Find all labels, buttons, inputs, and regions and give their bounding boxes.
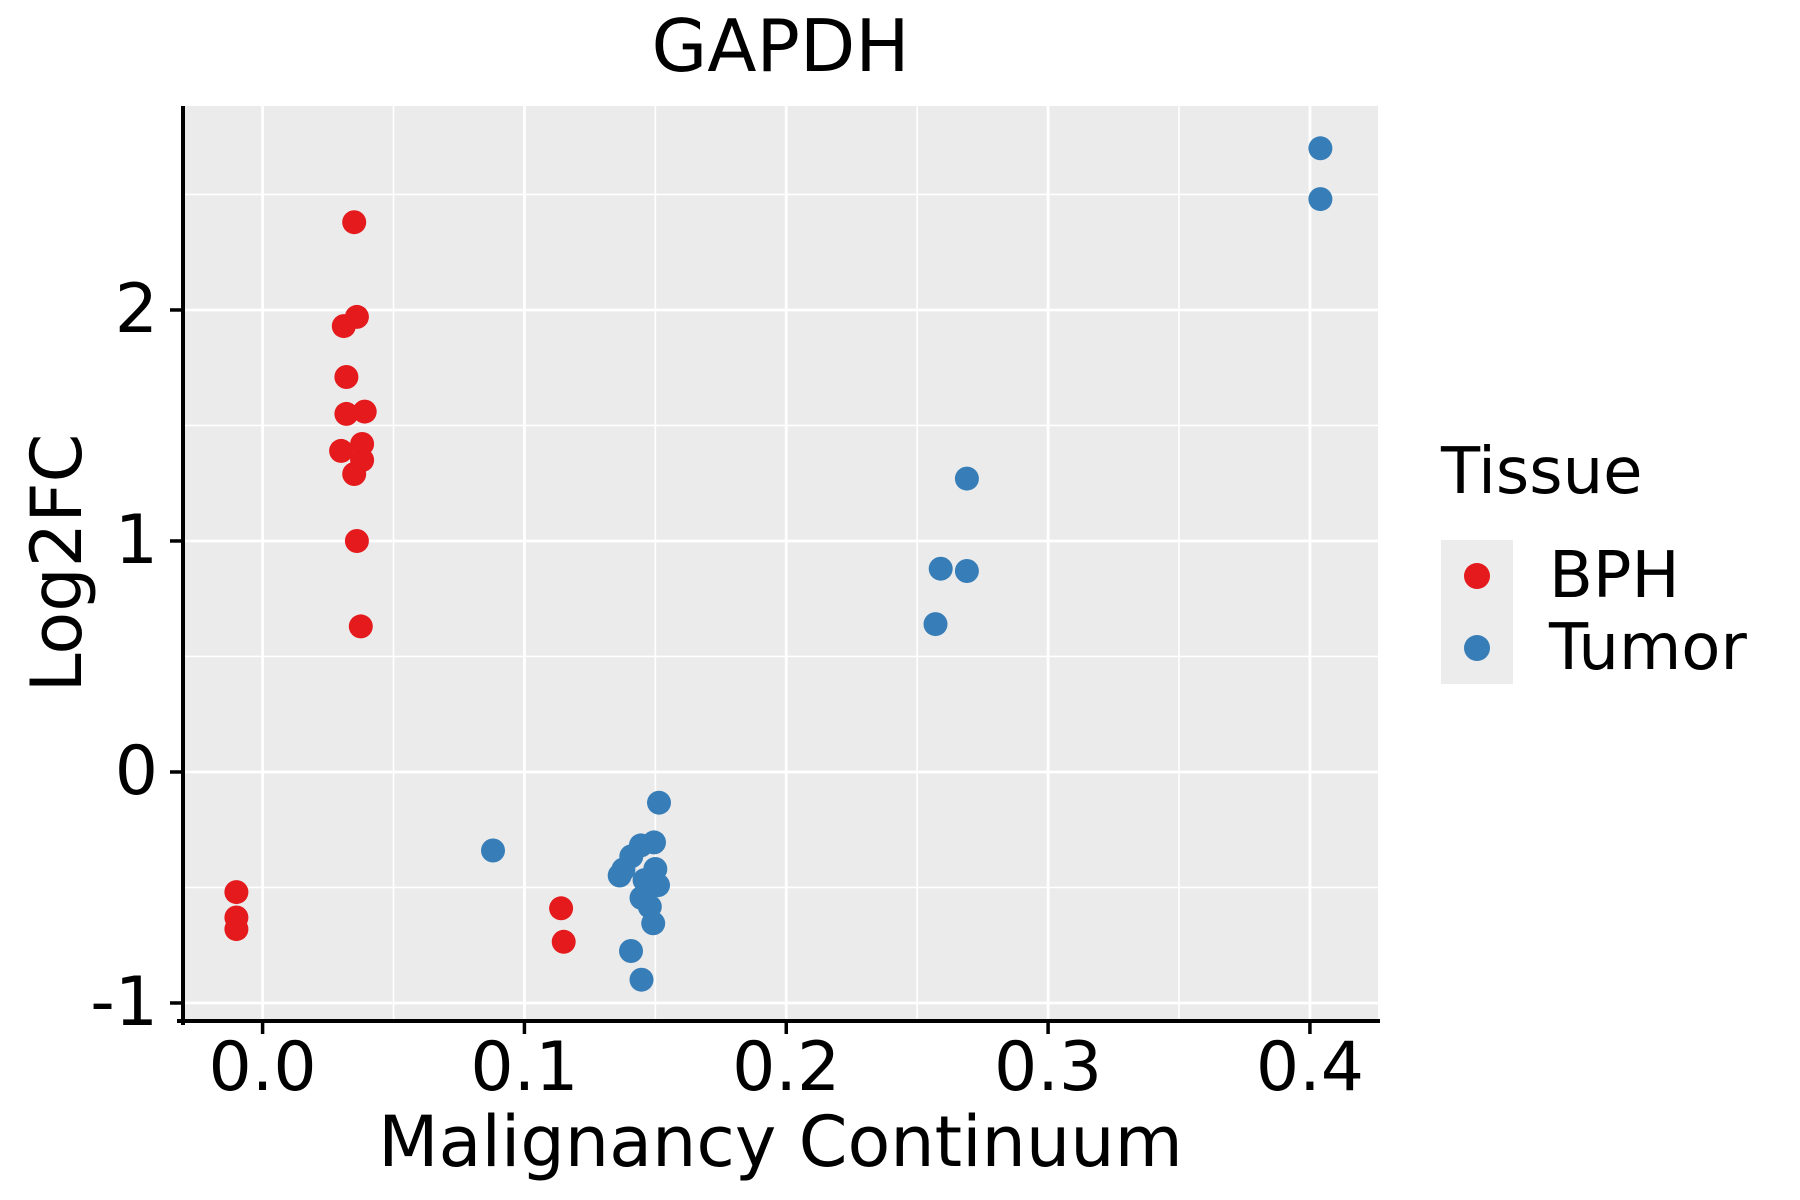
y-tick-label: 1 [114,500,158,580]
y-tick [170,1001,181,1005]
y-tick-label: 2 [114,269,158,349]
y-tick-label: -1 [90,962,158,1042]
data-point-tumor [1308,187,1333,212]
legend-key-box [1441,540,1513,612]
y-tick-label: 0 [114,731,158,811]
data-point-bph [342,210,367,235]
data-point-tumor [954,466,979,491]
legend: Tissue BPH Tumor [1441,434,1747,684]
data-point-bph [348,614,373,639]
data-point-tumor [641,911,666,936]
plot-background [183,106,1378,1021]
data-point-tumor [619,939,643,963]
chart-title: GAPDH [651,4,910,88]
data-point-tumor [923,612,948,637]
data-point-tumor [646,873,670,898]
data-point-tumor [647,790,671,815]
data-point-tumor [629,967,654,992]
x-tick [260,1023,265,1034]
data-point-bph [334,365,359,389]
y-axis-label: Log2FC [16,433,98,693]
y-tick [170,308,181,312]
data-point-tumor [1308,136,1333,161]
x-tick [1046,1023,1050,1034]
tumor-legend-dot [1464,635,1490,661]
data-point-bph [344,529,369,553]
data-point-bph [342,462,367,486]
x-tick-label: 0.0 [208,1028,317,1107]
x-axis-label: Malignancy Continuum [378,1101,1183,1183]
x-axis-spine [177,1019,1380,1023]
data-point-bph [334,401,359,426]
data-point-bph [352,399,377,424]
data-point-tumor [954,559,979,583]
x-tick [522,1023,527,1034]
legend-item-tumor: Tumor [1441,612,1747,684]
data-point-tumor [607,863,632,888]
data-point-bph [224,880,249,905]
legend-key-box [1441,612,1513,684]
data-point-tumor [928,556,953,581]
data-point-tumor [481,838,505,863]
x-tick-label: 0.3 [994,1028,1103,1107]
data-point-bph [551,929,576,954]
data-point-bph [549,896,574,921]
data-point-bph [344,304,369,329]
bph-legend-dot [1464,563,1490,589]
x-tick-label: 0.1 [470,1028,579,1107]
legend-label-bph: BPH [1549,539,1680,613]
legend-item-bph: BPH [1441,540,1747,612]
legend-title: Tissue [1441,435,1643,509]
data-point-bph [329,438,354,463]
legend-label-tumor: Tumor [1549,611,1747,685]
x-tick [784,1023,789,1034]
x-tick [1308,1023,1312,1034]
x-tick-label: 0.2 [732,1028,841,1107]
data-point-bph [224,917,249,942]
y-axis-spine [181,106,185,1025]
legend-keys: BPH Tumor [1441,540,1747,684]
y-tick [170,770,181,774]
y-tick [170,539,181,543]
x-tick-label: 0.4 [1255,1028,1364,1107]
